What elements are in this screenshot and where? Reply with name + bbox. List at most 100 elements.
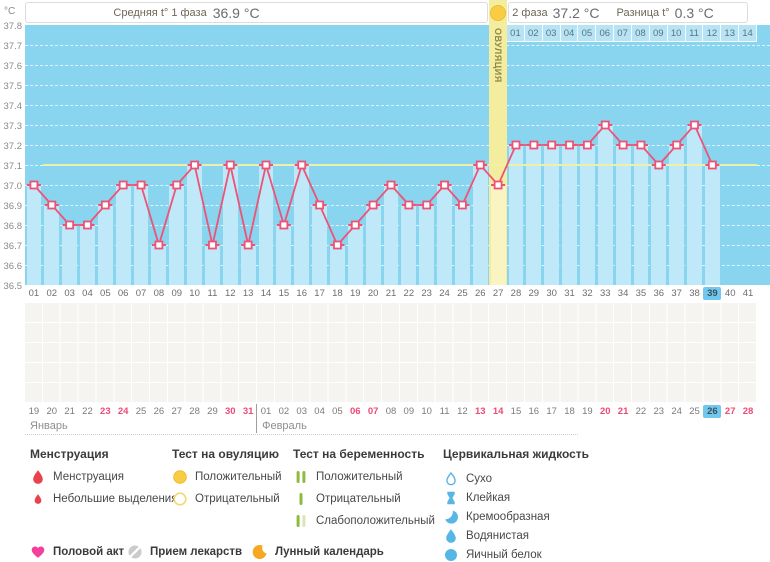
cycle-day-number[interactable]: 02 <box>46 288 58 299</box>
data-point-day-26[interactable] <box>473 160 488 170</box>
day-temperature-bar[interactable] <box>240 245 256 285</box>
data-point-day-25[interactable] <box>455 200 470 210</box>
day-temperature-bar[interactable] <box>312 205 327 285</box>
cycle-day-number[interactable]: 35 <box>635 288 647 299</box>
day-temperature-bar[interactable] <box>62 225 78 285</box>
data-point-day-15[interactable] <box>276 220 291 230</box>
data-point-day-8[interactable] <box>151 240 166 250</box>
day-temperature-bar[interactable] <box>187 165 203 285</box>
data-point-day-22[interactable] <box>401 200 416 210</box>
data-point-day-23[interactable] <box>419 200 434 210</box>
data-point-day-1[interactable] <box>26 180 41 190</box>
cycle-day-number[interactable]: 30 <box>546 288 557 299</box>
cycle-day-number[interactable]: 03 <box>64 288 75 299</box>
calendar-date[interactable]: 08 <box>385 406 397 417</box>
calendar-date[interactable]: 19 <box>28 406 40 417</box>
cycle-day-number[interactable]: 12 <box>225 288 236 299</box>
data-point-day-32[interactable] <box>580 140 595 150</box>
day-temperature-bar[interactable] <box>633 145 649 285</box>
data-point-day-35[interactable] <box>633 140 648 150</box>
calendar-date[interactable]: 12 <box>457 406 468 417</box>
data-point-day-36[interactable] <box>651 160 666 170</box>
day-temperature-bar[interactable] <box>205 245 220 285</box>
day-temperature-bar[interactable] <box>44 205 60 285</box>
calendar-date[interactable]: 29 <box>207 406 218 417</box>
data-point-day-2[interactable] <box>44 200 59 210</box>
data-point-day-39[interactable] <box>705 160 720 170</box>
data-point-day-16[interactable] <box>294 160 309 170</box>
day-temperature-bar[interactable] <box>419 205 435 285</box>
day-temperature-bar[interactable] <box>669 145 685 285</box>
cycle-day-number[interactable]: 23 <box>421 288 432 299</box>
cycle-day-number[interactable]: 28 <box>510 288 522 299</box>
day-temperature-bar[interactable] <box>294 165 310 285</box>
day-temperature-bar[interactable] <box>544 145 560 285</box>
calendar-date[interactable]: 16 <box>528 406 540 417</box>
calendar-date[interactable]: 24 <box>117 406 129 417</box>
cycle-day-number[interactable]: 21 <box>385 288 397 299</box>
calendar-date[interactable]: 20 <box>46 406 58 417</box>
cycle-day-number[interactable]: 05 <box>100 288 111 299</box>
calendar-date[interactable]: 28 <box>742 406 754 417</box>
day-temperature-bar[interactable] <box>276 225 292 285</box>
cycle-day-number[interactable]: 32 <box>582 288 593 299</box>
day-temperature-bar[interactable] <box>258 165 274 285</box>
calendar-date[interactable]: 15 <box>510 406 522 417</box>
calendar-date[interactable]: 28 <box>189 406 200 417</box>
cycle-day-number[interactable]: 16 <box>296 288 307 299</box>
cycle-day-number[interactable]: 09 <box>171 288 183 299</box>
calendar-date[interactable]: 04 <box>314 406 325 417</box>
data-point-day-37[interactable] <box>669 140 684 150</box>
cycle-day-number[interactable]: 24 <box>439 288 450 299</box>
calendar-date[interactable]: 05 <box>332 406 343 417</box>
cycle-day-number[interactable]: 20 <box>367 288 379 299</box>
calendar-date[interactable]: 23 <box>100 406 111 417</box>
cycle-day-number[interactable]: 15 <box>278 288 290 299</box>
calendar-date[interactable]: 03 <box>296 406 307 417</box>
data-point-day-14[interactable] <box>259 160 274 170</box>
data-point-day-5[interactable] <box>98 200 113 210</box>
data-point-day-18[interactable] <box>330 240 345 250</box>
cycle-day-number[interactable]: 14 <box>260 288 272 299</box>
calendar-date[interactable]: 25 <box>689 406 700 417</box>
cycle-day-number[interactable]: 25 <box>457 288 468 299</box>
calendar-date[interactable]: 20 <box>599 406 611 417</box>
calendar-date[interactable]: 09 <box>403 406 415 417</box>
cycle-day-number[interactable]: 36 <box>653 288 665 299</box>
cycle-day-number[interactable]: 27 <box>492 288 504 299</box>
data-point-day-9[interactable] <box>169 180 184 190</box>
data-point-day-33[interactable] <box>598 120 613 130</box>
calendar-date[interactable]: 11 <box>439 406 450 417</box>
cycle-day-number[interactable]: 08 <box>153 288 165 299</box>
data-point-day-20[interactable] <box>366 200 381 210</box>
day-temperature-bar[interactable] <box>383 185 399 285</box>
calendar-date[interactable]: 24 <box>671 406 682 417</box>
calendar-date[interactable]: 13 <box>474 406 486 417</box>
cycle-day-number[interactable]: 01 <box>28 288 40 299</box>
data-point-day-12[interactable] <box>223 160 238 170</box>
day-temperature-bar[interactable] <box>330 245 345 285</box>
cycle-day-number[interactable]: 29 <box>528 288 540 299</box>
data-point-day-38[interactable] <box>687 120 702 130</box>
calendar-date[interactable]: 30 <box>225 406 236 417</box>
cycle-day-number[interactable]: 04 <box>82 288 93 299</box>
day-temperature-bar[interactable] <box>490 185 506 285</box>
day-temperature-bar[interactable] <box>526 145 542 285</box>
cycle-day-number[interactable]: 13 <box>242 288 254 299</box>
day-temperature-bar[interactable] <box>454 205 470 285</box>
day-temperature-bar[interactable] <box>26 185 42 285</box>
day-temperature-bar[interactable] <box>133 185 149 285</box>
day-temperature-bar[interactable] <box>365 205 381 285</box>
calendar-date[interactable]: 02 <box>278 406 290 417</box>
cycle-day-number[interactable]: 38 <box>689 288 700 299</box>
day-temperature-bar[interactable] <box>508 145 524 285</box>
cycle-day-number[interactable]: 37 <box>671 288 682 299</box>
calendar-date[interactable]: 18 <box>564 406 575 417</box>
calendar-date[interactable]: 07 <box>367 406 379 417</box>
cycle-day-number[interactable]: 17 <box>314 288 325 299</box>
calendar-date[interactable]: 26 <box>703 405 722 418</box>
calendar-date[interactable]: 27 <box>724 406 736 417</box>
data-point-day-7[interactable] <box>134 180 149 190</box>
day-temperature-bar[interactable] <box>579 145 595 285</box>
data-point-day-10[interactable] <box>187 160 202 170</box>
